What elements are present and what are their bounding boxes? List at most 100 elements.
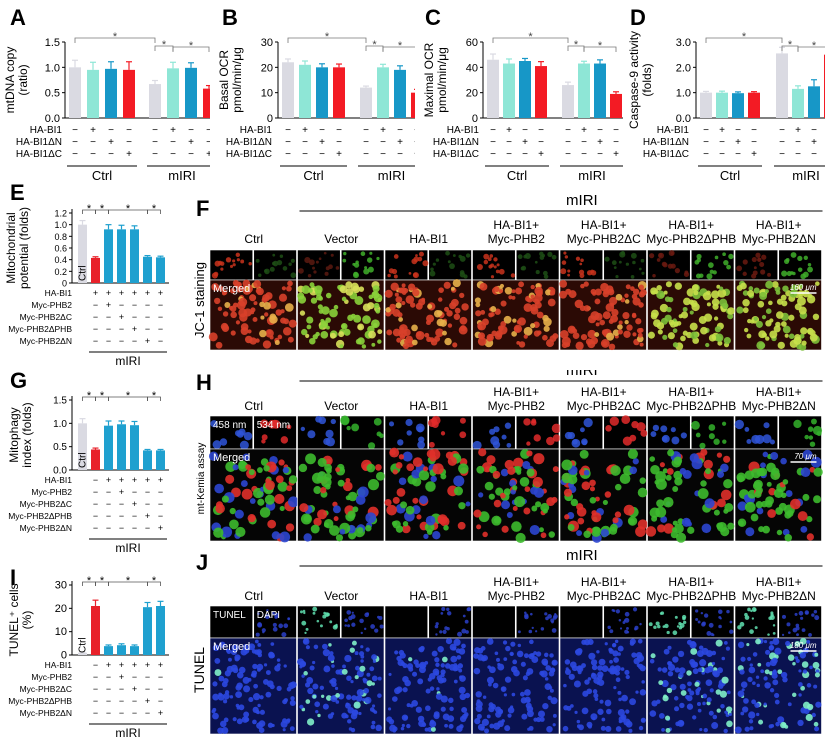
sign-cell: + xyxy=(132,660,137,670)
cell-spot xyxy=(624,293,629,298)
cell-spot xyxy=(714,255,719,260)
cell-spot xyxy=(223,717,229,723)
cell-spot xyxy=(600,339,610,348)
sign-cell: − xyxy=(506,149,512,160)
sign-cell: + xyxy=(132,288,137,298)
cell-spot xyxy=(523,653,529,659)
cell-spot xyxy=(690,331,699,340)
sign-cell: + xyxy=(119,660,124,670)
significance-star: * xyxy=(100,390,105,402)
cell-spot xyxy=(235,526,246,537)
cell-spot xyxy=(815,281,820,286)
cell-spot xyxy=(540,532,547,539)
cell-spot xyxy=(318,416,327,425)
cell-spot xyxy=(801,628,806,633)
cell-spot xyxy=(317,509,328,520)
significance-star: * xyxy=(87,575,92,587)
cell-spot xyxy=(511,331,517,337)
cell-spot xyxy=(658,680,664,686)
cell-spot xyxy=(267,519,277,529)
cell-spot xyxy=(744,501,756,513)
bar xyxy=(776,53,788,118)
cell-spot xyxy=(253,683,259,689)
group-label: mIRI xyxy=(115,726,140,740)
cell-spot xyxy=(500,321,507,327)
cell-spot xyxy=(440,431,446,436)
panel-letter-j: J xyxy=(196,550,209,575)
cell-spot xyxy=(763,422,770,429)
cell-spot xyxy=(395,462,403,469)
cell-spot xyxy=(514,326,520,333)
cell-spot xyxy=(412,272,419,279)
cell-spot xyxy=(590,311,600,321)
cell-spot xyxy=(396,655,402,662)
sign-cell: − xyxy=(363,125,369,136)
cell-spot xyxy=(236,671,244,679)
cell-spot xyxy=(565,342,571,348)
cell-spot xyxy=(594,697,599,702)
cell-spot xyxy=(535,270,540,275)
sign-cell: − xyxy=(119,523,124,533)
cell-spot xyxy=(488,705,495,713)
cell-spot xyxy=(716,522,724,530)
cell-spot xyxy=(453,475,465,487)
cell-spot xyxy=(269,266,275,272)
cell-spot xyxy=(754,626,758,630)
cell-spot xyxy=(445,637,453,645)
cell-spot xyxy=(354,296,364,305)
cell-spot xyxy=(660,611,665,615)
y-tick-label: 20 xyxy=(261,62,273,74)
cell-spot xyxy=(701,622,706,627)
sign-cell: − xyxy=(106,324,111,334)
sign-cell: + xyxy=(751,149,757,160)
cell-spot xyxy=(254,639,259,644)
cell-spot xyxy=(670,684,677,691)
cell-spot xyxy=(269,335,274,340)
cell-spot xyxy=(797,511,808,522)
cell-spot xyxy=(390,282,399,291)
sign-cell: + xyxy=(538,149,544,160)
cell-spot xyxy=(530,323,536,329)
cell-spot xyxy=(741,688,745,692)
sign-cell: − xyxy=(106,672,111,682)
cell-spot xyxy=(452,279,461,288)
cell-spot xyxy=(755,252,761,258)
channel-image xyxy=(384,605,429,639)
cell-spot xyxy=(210,420,218,428)
column-label: HA-BI1+ xyxy=(493,218,539,232)
cell-spot xyxy=(636,327,643,334)
cell-spot xyxy=(797,267,803,272)
column-label: Myc-PHB2 xyxy=(488,399,546,413)
significance-bracket xyxy=(147,396,161,401)
cell-spot xyxy=(765,661,771,667)
cell-spot xyxy=(401,723,405,728)
cell-spot xyxy=(534,293,543,303)
cell-spot xyxy=(344,618,348,623)
cell-spot xyxy=(604,642,608,646)
cell-spot xyxy=(303,611,306,615)
cell-spot xyxy=(805,611,809,615)
bar xyxy=(700,92,712,118)
cell-spot xyxy=(584,679,590,685)
cell-spot xyxy=(631,420,639,429)
sign-cell: − xyxy=(106,336,111,346)
cell-spot xyxy=(215,503,225,514)
cell-spot xyxy=(778,502,787,511)
cell-spot xyxy=(671,527,678,533)
cell-spot xyxy=(263,465,270,472)
cell-spot xyxy=(581,438,588,446)
cell-spot xyxy=(689,322,698,331)
cell-spot xyxy=(448,697,454,704)
cell-spot xyxy=(347,707,354,714)
cell-spot xyxy=(275,475,284,484)
cell-spot xyxy=(762,434,772,444)
cell-spot xyxy=(594,298,601,305)
cell-spot xyxy=(290,258,295,263)
cell-spot xyxy=(552,434,561,442)
cell-spot xyxy=(749,629,754,634)
row-label: HA-BI1ΔC xyxy=(16,149,62,160)
cell-spot xyxy=(650,431,657,438)
cell-spot xyxy=(217,260,223,266)
row-label: HA-BI1ΔN xyxy=(433,137,479,148)
cell-spot xyxy=(692,668,699,675)
